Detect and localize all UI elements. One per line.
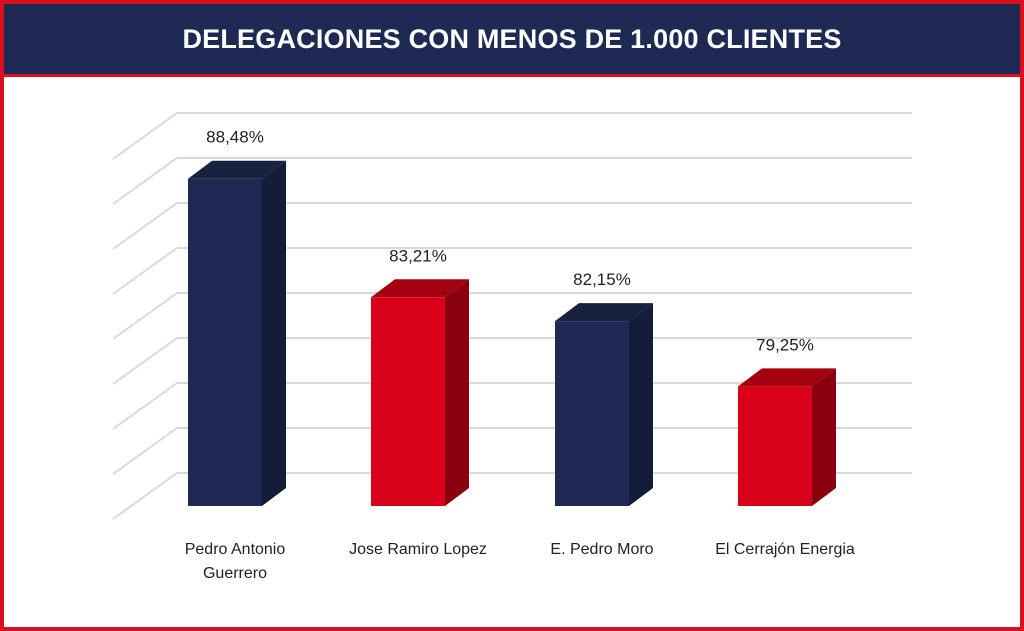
bar <box>188 178 262 506</box>
category-label: Guerrero <box>203 565 267 582</box>
bar-top <box>188 160 286 179</box>
bar-side <box>812 368 836 506</box>
data-label: 88,48% <box>206 128 264 147</box>
data-label: 83,21% <box>389 246 447 265</box>
category-label: Jose Ramiro Lopez <box>349 541 487 558</box>
chart-title: DELEGACIONES CON MENOS DE 1.000 CLIENTES <box>182 23 842 54</box>
bar <box>555 321 629 506</box>
bar-top <box>555 303 653 322</box>
title-divider <box>4 74 1020 77</box>
gridline-side <box>112 157 178 205</box>
bar-side <box>445 279 469 506</box>
bar-top <box>371 279 469 298</box>
bar <box>371 297 445 506</box>
category-label: Pedro Antonio <box>185 541 286 558</box>
data-label: 82,15% <box>573 270 631 289</box>
data-label: 79,25% <box>756 335 814 354</box>
category-label: E. Pedro Moro <box>550 541 653 558</box>
title-bar: DELEGACIONES CON MENOS DE 1.000 CLIENTES <box>4 4 1020 74</box>
category-label: El Cerrajón Energia <box>715 541 855 558</box>
gridline-side <box>112 292 178 340</box>
gridline-side <box>112 337 178 385</box>
gridline-side <box>112 427 178 475</box>
gridline-side <box>112 472 178 520</box>
gridline-side <box>112 247 178 295</box>
gridline-side <box>112 112 178 160</box>
gridline-side <box>112 382 178 430</box>
bar-top <box>738 368 836 387</box>
bar-side <box>629 303 653 506</box>
gridline-side <box>112 202 178 250</box>
bar <box>738 386 812 506</box>
bar-side <box>262 160 286 506</box>
